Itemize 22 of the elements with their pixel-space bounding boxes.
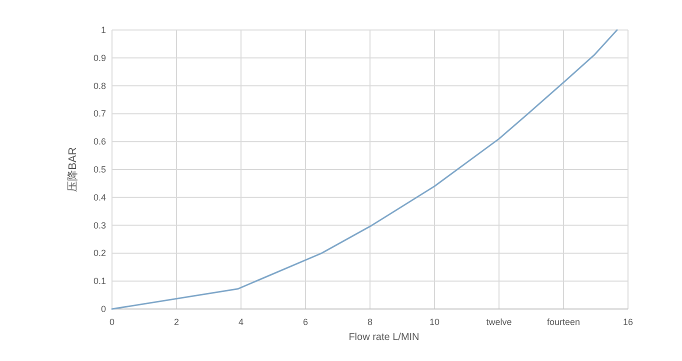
y-tick-label: 0.1 (93, 276, 106, 286)
x-tick-label: 2 (174, 317, 180, 327)
x-axis-title: Flow rate L/MIN (348, 332, 420, 343)
y-tick-label: 0.7 (93, 108, 106, 119)
y-axis-title: 压降BAR (67, 147, 79, 192)
x-tick-label: 16 (622, 317, 634, 327)
y-tick-label: 0.8 (93, 80, 106, 91)
x-tick-label: 8 (367, 317, 373, 327)
x-tick-label: 10 (429, 317, 440, 327)
y-tick-label: 0.6 (93, 136, 106, 147)
x-tick-label: 4 (238, 317, 244, 327)
y-tick-label: 0.5 (93, 164, 106, 174)
x-tick-label: twelve (486, 317, 512, 327)
x-tick-label: 0 (109, 317, 115, 327)
y-tick-label: 0 (100, 304, 106, 314)
x-tick-label: 6 (302, 317, 308, 327)
y-tick-label: 0.3 (93, 220, 106, 230)
y-tick-label: 0.2 (93, 248, 106, 258)
y-tick-label: 1 (100, 25, 106, 35)
y-tick-label: 0.4 (93, 192, 106, 202)
x-tick-label: fourteen (546, 317, 580, 327)
y-tick-label: 0.9 (93, 52, 106, 63)
